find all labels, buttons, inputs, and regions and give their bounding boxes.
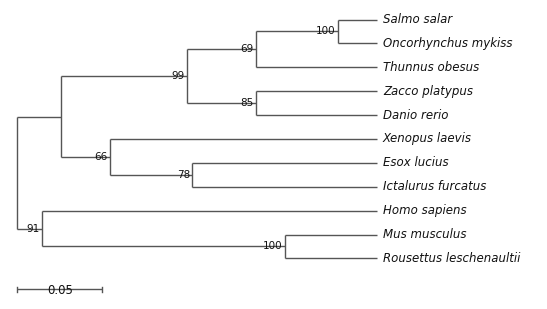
Text: 91: 91	[26, 224, 39, 234]
Text: Ictalurus furcatus: Ictalurus furcatus	[383, 180, 486, 193]
Text: 100: 100	[263, 242, 282, 252]
Text: 100: 100	[316, 27, 336, 36]
Text: Oncorhynchus mykiss: Oncorhynchus mykiss	[383, 37, 513, 50]
Text: Zacco platypus: Zacco platypus	[383, 85, 473, 98]
Text: Homo sapiens: Homo sapiens	[383, 204, 467, 217]
Text: 78: 78	[177, 170, 190, 180]
Text: 69: 69	[240, 44, 253, 54]
Text: 85: 85	[240, 98, 253, 108]
Text: 66: 66	[94, 152, 107, 162]
Text: Xenopus laevis: Xenopus laevis	[383, 133, 472, 146]
Text: Mus musculus: Mus musculus	[383, 228, 467, 241]
Text: 0.05: 0.05	[47, 284, 73, 297]
Text: Salmo salar: Salmo salar	[383, 13, 452, 26]
Text: Danio rerio: Danio rerio	[383, 108, 449, 121]
Text: Rousettus leschenaultii: Rousettus leschenaultii	[383, 252, 520, 265]
Text: Thunnus obesus: Thunnus obesus	[383, 61, 479, 74]
Text: Esox lucius: Esox lucius	[383, 156, 449, 169]
Text: 99: 99	[172, 71, 185, 81]
